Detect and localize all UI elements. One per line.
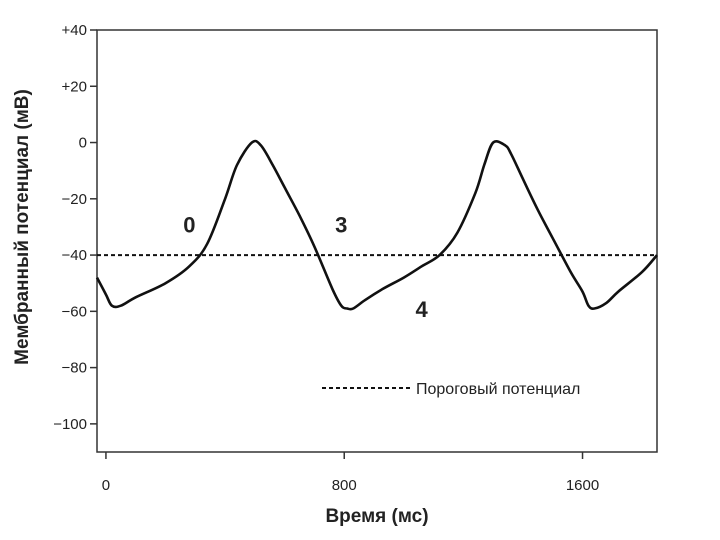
plot-frame bbox=[96, 29, 658, 453]
y-axis-ticks: +40 +20 0 −20 −40 −60 −80 −100 bbox=[53, 22, 97, 433]
y-tick-label: −80 bbox=[62, 360, 87, 377]
y-tick-label: +40 bbox=[62, 22, 87, 39]
phase-label-4: 4 bbox=[416, 297, 429, 322]
y-tick-label: 0 bbox=[79, 135, 87, 152]
x-tick-label: 1600 bbox=[566, 477, 599, 494]
phase-label-0: 0 bbox=[183, 213, 195, 238]
annotation-layer: 0 3 4 bbox=[183, 213, 428, 322]
legend-threshold-label: Пороговый потенциал bbox=[416, 381, 580, 398]
y-tick-label: −40 bbox=[62, 247, 87, 264]
phase-label-3: 3 bbox=[335, 213, 347, 238]
action-potential-curve bbox=[95, 139, 658, 311]
y-tick-label: +20 bbox=[62, 78, 87, 95]
y-tick-label: −60 bbox=[62, 303, 87, 320]
y-tick-label: −20 bbox=[62, 191, 87, 208]
series-layer bbox=[95, 139, 658, 311]
x-tick-label: 0 bbox=[102, 477, 110, 494]
x-axis-title: Время (мс) bbox=[325, 506, 428, 527]
x-tick-label: 800 bbox=[332, 477, 357, 494]
y-axis-title: Мембранный потенциал (мВ) bbox=[12, 89, 33, 365]
x-axis-ticks: 0 800 1600 bbox=[102, 452, 599, 494]
y-tick-label: −100 bbox=[53, 416, 87, 433]
